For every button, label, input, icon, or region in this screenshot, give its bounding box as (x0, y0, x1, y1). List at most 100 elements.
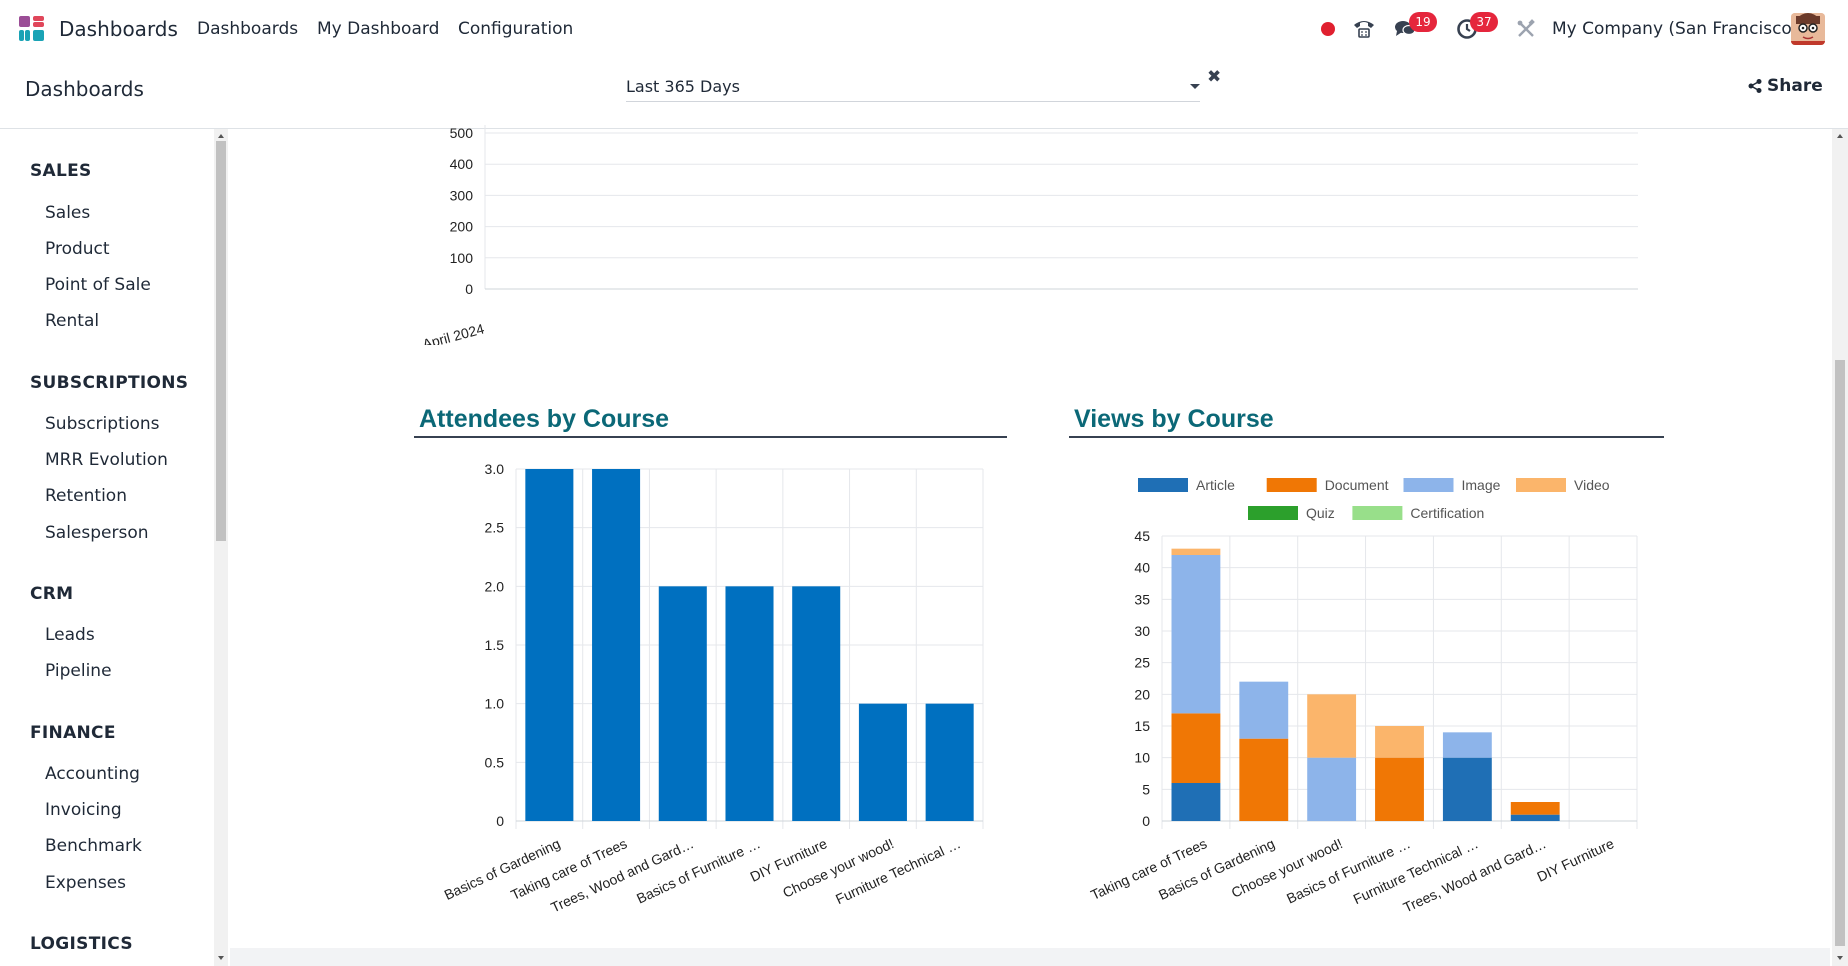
legend-label: Quiz (1306, 505, 1335, 521)
clear-filter-icon[interactable]: ✖ (1207, 67, 1222, 87)
bar-3 (658, 586, 707, 821)
menu-my-dashboard[interactable]: My Dashboard (317, 19, 440, 39)
main-scroll-up-arrow-icon[interactable] (1837, 134, 1843, 138)
y-tick-label: 40 (1134, 560, 1150, 576)
attendees-title-underline (414, 436, 1007, 438)
phone-icon[interactable] (1352, 17, 1376, 41)
menu-configuration[interactable]: Configuration (458, 19, 574, 39)
sidebar-item-benchmark[interactable]: Benchmark (45, 836, 142, 856)
y-tick-label: 2.0 (485, 578, 505, 594)
attendees-chart-title: Attendees by Course (419, 405, 670, 433)
bar-7 (925, 703, 974, 821)
tools-icon[interactable] (1514, 17, 1538, 41)
legend-label: Image (1462, 477, 1501, 493)
legend-swatch (1266, 478, 1317, 492)
stack-segment-document (1510, 802, 1560, 815)
main-scrollbar-thumb[interactable] (1835, 360, 1845, 946)
sidebar-section-finance: FINANCE (30, 723, 116, 743)
dashboard-main (230, 129, 1830, 949)
sidebar-section-sales: SALES (30, 161, 92, 181)
main-scroll-down-arrow-icon[interactable] (1837, 956, 1843, 960)
y-tick-label: 0 (1142, 813, 1150, 829)
legend-label: Video (1574, 477, 1610, 493)
y-tick-label: 25 (1134, 655, 1150, 671)
stack-segment-document (1375, 757, 1424, 821)
control-panel: Dashboards Last 365 Days ✖ Share (0, 58, 1848, 129)
caret-down-icon[interactable] (1190, 84, 1200, 89)
share-button[interactable]: Share (1748, 76, 1823, 96)
top-line-chart: 0 100 200 300 400 500 April 2024 (421, 125, 1638, 345)
legend-swatch (1248, 506, 1298, 520)
sidebar-item-product[interactable]: Product (45, 239, 110, 259)
legend-item: Quiz (1248, 505, 1335, 521)
x-tick-label: Basics of Furniture … (1284, 835, 1413, 906)
sidebar-item-pipeline[interactable]: Pipeline (45, 661, 112, 681)
company-switcher[interactable]: My Company (San Francisco) (1552, 19, 1799, 39)
legend-swatch (1352, 506, 1403, 520)
stack-segment-image (1442, 732, 1492, 758)
sidebar-item-sales[interactable]: Sales (45, 203, 91, 223)
stack-segment-image (1239, 681, 1289, 739)
views-stacked-bar-chart: Article Document Image Video Quiz Certificati… (1088, 477, 1638, 915)
y-tick-label: 1.0 (485, 696, 505, 712)
y-tick-label: 5 (1142, 781, 1150, 797)
y-tick-label: 10 (1134, 750, 1150, 766)
legend-item: Article (1138, 477, 1235, 493)
date-filter-value: Last 365 Days (626, 77, 740, 96)
legend-label: Certification (1410, 505, 1484, 521)
stack-segment-video (1307, 694, 1357, 758)
stack-segment-image (1307, 757, 1357, 821)
share-icon (1748, 79, 1762, 93)
legend-swatch (1516, 478, 1566, 492)
user-avatar[interactable] (1791, 13, 1825, 45)
stack-segment-image (1171, 555, 1221, 714)
x-tick-label: April 2024 (421, 320, 486, 345)
y-tick-label: 15 (1134, 718, 1150, 734)
record-indicator-icon[interactable] (1316, 17, 1340, 41)
sidebar-item-retention[interactable]: Retention (45, 486, 127, 506)
legend-swatch (1138, 478, 1188, 492)
scroll-up-arrow-icon[interactable] (218, 134, 224, 138)
legend-item: Video (1516, 477, 1610, 493)
y-tick-label: 1.5 (485, 637, 505, 653)
legend-item: Image (1403, 477, 1501, 493)
y-tick-label: 200 (450, 219, 474, 235)
sidebar-item-invoicing[interactable]: Invoicing (45, 800, 122, 820)
sidebar-item-accounting[interactable]: Accounting (45, 764, 140, 784)
sidebar-section-subscriptions: SUBSCRIPTIONS (30, 373, 189, 393)
sidebar-item-salesperson[interactable]: Salesperson (45, 523, 149, 543)
page-title: Dashboards (25, 77, 144, 101)
y-tick-label: 30 (1134, 623, 1150, 639)
y-tick-label: 300 (450, 187, 474, 203)
y-tick-label: 0 (465, 281, 473, 297)
bar-2 (592, 469, 641, 821)
activities-badge: 37 (1470, 12, 1498, 32)
bar-6 (858, 703, 907, 821)
sidebar-item-rental[interactable]: Rental (45, 311, 100, 331)
app-brand[interactable]: Dashboards (59, 17, 178, 41)
stack-segment-video (1171, 548, 1221, 555)
stack-segment-video (1375, 726, 1424, 758)
y-tick-label: 0 (496, 813, 504, 829)
legend-swatch (1403, 478, 1454, 492)
date-filter-select[interactable]: Last 365 Days (626, 72, 1200, 102)
bar-4 (725, 586, 774, 821)
share-label: Share (1767, 76, 1823, 96)
scroll-down-arrow-icon[interactable] (218, 956, 224, 960)
y-tick-label: 2.5 (485, 520, 505, 536)
menu-dashboards[interactable]: Dashboards (197, 19, 299, 39)
sidebar-item-mrr-evolution[interactable]: MRR Evolution (45, 450, 168, 470)
sidebar-item-subscriptions[interactable]: Subscriptions (45, 414, 160, 434)
sidebar-section-logistics: LOGISTICS (30, 934, 133, 954)
stack-segment-document (1239, 738, 1289, 821)
sidebar-scrollbar-thumb[interactable] (216, 141, 226, 541)
x-tick-label: Basics of Gardening (1156, 835, 1277, 903)
legend-item: Document (1266, 477, 1389, 493)
sidebar-item-point-of-sale[interactable]: Point of Sale (45, 275, 151, 295)
apps-menu-icon[interactable] (19, 16, 47, 44)
sidebar-item-leads[interactable]: Leads (45, 625, 95, 645)
bar-5 (792, 586, 841, 821)
sidebar-item-expenses[interactable]: Expenses (45, 873, 126, 893)
sidebar-section-crm: CRM (30, 584, 74, 604)
top-navbar: Dashboards Dashboards My Dashboard Confi… (0, 0, 1848, 58)
